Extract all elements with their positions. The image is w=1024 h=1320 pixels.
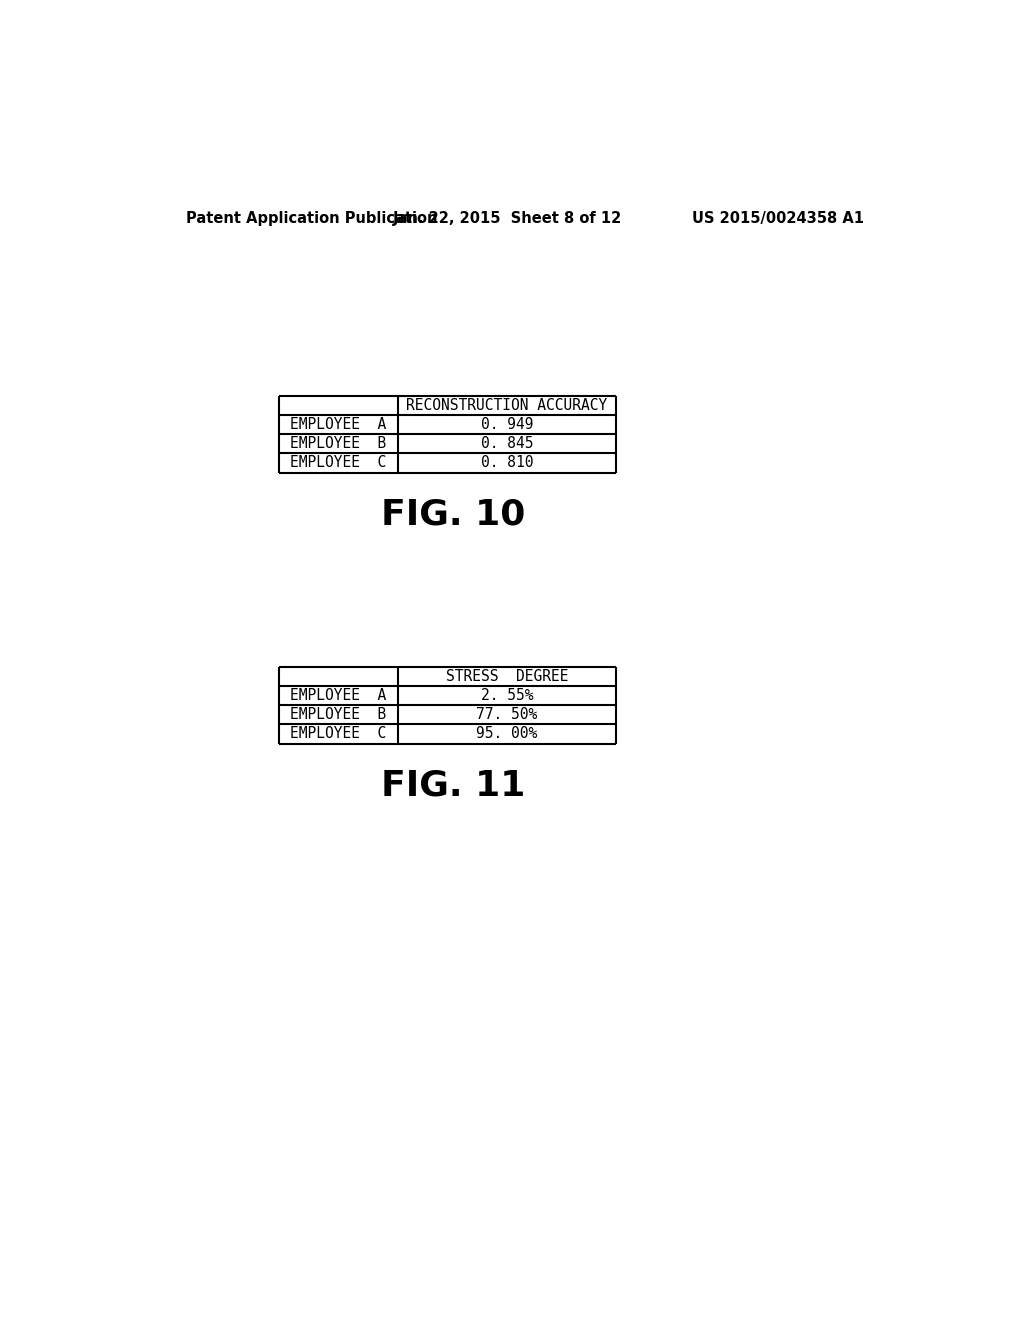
Text: 77. 50%: 77. 50%	[476, 708, 538, 722]
Text: EMPLOYEE  B: EMPLOYEE B	[290, 436, 386, 451]
Text: 0. 949: 0. 949	[480, 417, 534, 432]
Text: Patent Application Publication: Patent Application Publication	[186, 211, 437, 226]
Text: FIG. 10: FIG. 10	[381, 498, 525, 532]
Text: 0. 810: 0. 810	[480, 455, 534, 470]
Text: EMPLOYEE  A: EMPLOYEE A	[290, 417, 386, 432]
Text: 2. 55%: 2. 55%	[480, 688, 534, 704]
Text: 0. 845: 0. 845	[480, 436, 534, 451]
Text: EMPLOYEE  B: EMPLOYEE B	[290, 708, 386, 722]
Text: EMPLOYEE  A: EMPLOYEE A	[290, 688, 386, 704]
Text: STRESS  DEGREE: STRESS DEGREE	[445, 669, 568, 684]
Text: FIG. 11: FIG. 11	[381, 770, 525, 803]
Text: US 2015/0024358 A1: US 2015/0024358 A1	[692, 211, 864, 226]
Text: Jan. 22, 2015  Sheet 8 of 12: Jan. 22, 2015 Sheet 8 of 12	[393, 211, 623, 226]
Text: EMPLOYEE  C: EMPLOYEE C	[290, 726, 386, 742]
Text: RECONSTRUCTION ACCURACY: RECONSTRUCTION ACCURACY	[407, 397, 607, 413]
Text: EMPLOYEE  C: EMPLOYEE C	[290, 455, 386, 470]
Text: 95. 00%: 95. 00%	[476, 726, 538, 742]
